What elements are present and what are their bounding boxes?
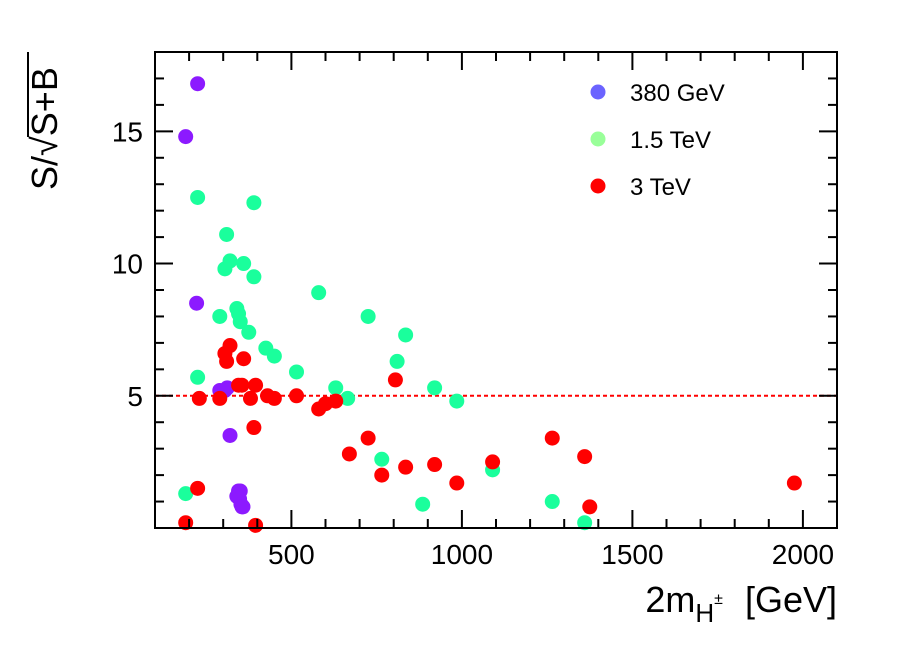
data-point-3-tev <box>544 430 560 446</box>
legend-label-380-gev: 380 GeV <box>630 80 725 107</box>
data-point-1-5-tev <box>236 256 252 272</box>
data-point-3-tev <box>246 420 262 436</box>
legend: 380 GeV 1.5 TeV 3 TeV <box>590 80 725 201</box>
data-point-3-tev <box>328 393 344 409</box>
plot-frame <box>154 51 838 529</box>
data-point-3-tev <box>360 430 376 446</box>
data-point-1-5-tev <box>246 195 262 211</box>
data-point-1-5-tev <box>266 348 282 364</box>
y-axis-title: S/√S+B <box>24 52 65 190</box>
y-tick-label: 10 <box>112 249 143 280</box>
legend-marker-1-5-tev <box>590 131 606 147</box>
data-point-1-5-tev <box>415 496 431 512</box>
data-point-1-5-tev <box>219 226 235 242</box>
x-axis-title-main: 2m <box>645 579 695 620</box>
data-point-3-tev <box>236 351 252 367</box>
data-point-3-tev <box>427 457 443 473</box>
data-point-1-5-tev <box>289 364 305 380</box>
data-point-3-tev <box>234 377 250 393</box>
data-point-1-5-tev <box>398 327 414 343</box>
data-point-3-tev <box>341 446 357 462</box>
data-point-1-5-tev <box>360 308 376 324</box>
x-tick-label: 500 <box>268 539 315 570</box>
data-point-1-5-tev <box>311 285 327 301</box>
data-point-1-5-tev <box>232 314 248 330</box>
x-tick-label: 1000 <box>431 539 493 570</box>
data-point-3-tev <box>248 377 264 393</box>
legend-marker-3-tev <box>590 178 606 194</box>
x-tick-label: 1500 <box>601 539 663 570</box>
data-point-1-5-tev <box>222 253 238 269</box>
data-point-1-5-tev <box>212 308 228 324</box>
data-point-3-tev <box>577 449 593 465</box>
y-tick-label: 15 <box>112 116 143 147</box>
x-axis-title-superscript: ± <box>714 591 723 608</box>
data-point-1-5-tev <box>246 269 262 285</box>
data-point-1-5-tev <box>178 486 194 502</box>
data-point-3-tev <box>212 390 228 406</box>
x-axis-title-unit: [GeV] <box>745 579 837 620</box>
data-point-1-5-tev <box>374 451 390 467</box>
data-point-3-tev <box>248 517 264 533</box>
data-point-3-tev <box>190 480 206 496</box>
data-point-1-5-tev <box>389 353 405 369</box>
svg-text:S/√S+B: S/√S+B <box>24 67 65 190</box>
x-axis-title-subscript: H <box>695 598 714 628</box>
data-point-3-tev <box>485 454 501 470</box>
data-point-3-tev <box>266 390 282 406</box>
legend-marker-380-gev <box>590 84 606 100</box>
data-point-3-tev <box>387 372 403 388</box>
data-point-3-tev <box>786 475 802 491</box>
y-tick-label: 5 <box>127 381 143 412</box>
data-point-1-5-tev <box>190 189 206 205</box>
data-point-1-5-tev <box>340 390 356 406</box>
data-point-1-5-tev <box>328 380 344 396</box>
data-point-3-tev <box>374 467 390 483</box>
x-tick-label: 2000 <box>772 539 834 570</box>
legend-label-1-5-tev: 1.5 TeV <box>630 127 711 154</box>
legend-label-3-tev: 3 TeV <box>630 174 691 201</box>
data-point-1-5-tev <box>449 393 465 409</box>
data-point-3-tev <box>219 353 235 369</box>
data-point-1-5-tev <box>577 515 593 531</box>
data-point-1-5-tev <box>544 494 560 510</box>
data-point-380-gev <box>178 129 194 145</box>
data-point-3-tev <box>222 338 238 354</box>
sqrt-symbol: √ <box>24 136 65 156</box>
data-point-380-gev <box>235 499 251 515</box>
data-point-380-gev <box>222 427 238 443</box>
data-point-380-gev <box>219 380 235 396</box>
data-point-3-tev <box>191 390 207 406</box>
data-point-1-5-tev <box>190 369 206 385</box>
y-axis-title-prefix: S/ <box>24 156 65 190</box>
data-point-3-tev <box>398 459 414 475</box>
data-point-3-tev <box>289 388 305 404</box>
data-point-380-gev <box>190 76 206 92</box>
x-axis-title: 2mH± [GeV] <box>645 579 837 628</box>
data-point-1-5-tev <box>241 324 257 340</box>
data-point-3-tev <box>582 499 598 515</box>
data-point-3-tev <box>242 390 258 406</box>
data-point-3-tev <box>449 475 465 491</box>
data-point-380-gev <box>189 295 205 311</box>
data-point-1-5-tev <box>427 380 443 396</box>
y-axis-title-radicand: S+B <box>24 67 65 136</box>
